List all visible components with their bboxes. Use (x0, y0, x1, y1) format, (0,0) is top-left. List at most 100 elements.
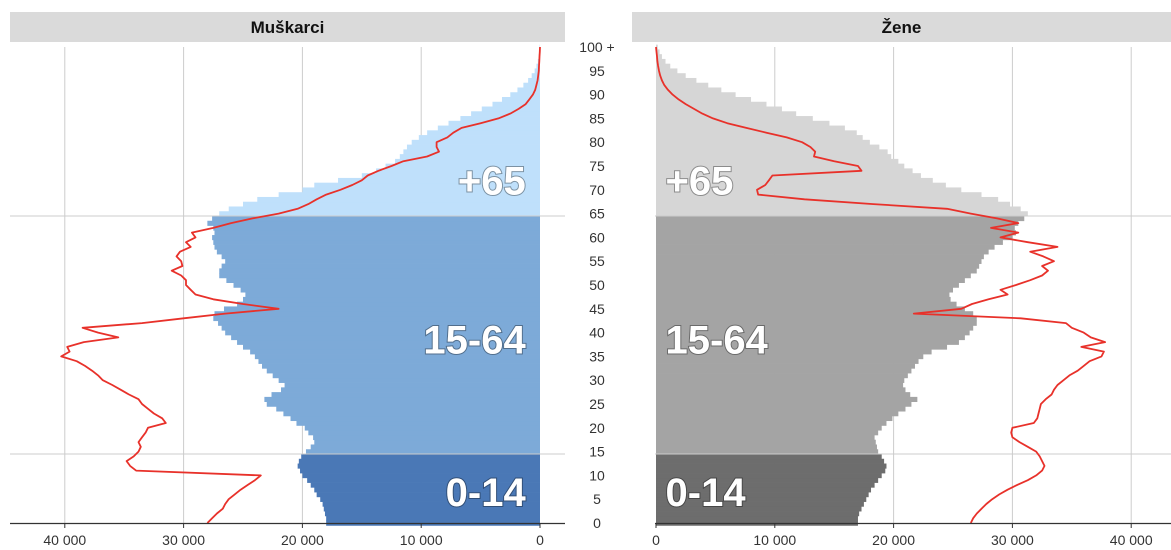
bar (313, 434, 540, 441)
bar (314, 182, 540, 188)
bar (395, 158, 540, 164)
bar (243, 201, 540, 207)
age-group-label: 0-14 (666, 471, 747, 515)
age-tick-label: 20 (589, 420, 605, 436)
bar (221, 325, 540, 331)
age-tick-label: 35 (589, 348, 605, 364)
bar (656, 354, 924, 360)
bar (281, 387, 540, 393)
bar (471, 111, 540, 117)
bar (656, 473, 882, 479)
age-group-label: 0-14 (446, 471, 527, 515)
bar (276, 406, 540, 412)
age-group-label: 15-64 (666, 319, 769, 363)
bar (284, 382, 540, 388)
bar (656, 182, 946, 188)
bar (656, 187, 962, 193)
bar (314, 487, 540, 493)
bar (266, 401, 540, 407)
bar (302, 187, 540, 193)
panel-women: Žene 0-14 15-64 +65 0 10 000 20 000 30 000 40 00… (632, 12, 1171, 548)
x-tick-label: 30 000 (991, 532, 1034, 548)
bar (656, 301, 957, 307)
bar (216, 249, 540, 255)
bar (283, 411, 540, 417)
bar (316, 492, 540, 498)
bar (385, 163, 540, 169)
bar (243, 344, 540, 350)
panel-men: Muškarci 0-14 15-64 +65 0 10 000 20 000 30 000 4… (10, 12, 565, 548)
bar (656, 154, 892, 160)
age-tick-label: 25 (589, 396, 605, 412)
bar (406, 144, 540, 150)
bar (510, 92, 540, 98)
x-tick-label: 20 000 (872, 532, 915, 548)
bar (656, 206, 1021, 212)
bar (310, 444, 540, 450)
bar (278, 192, 540, 198)
bar (219, 211, 541, 217)
bar (656, 220, 1019, 226)
bar (656, 173, 921, 179)
bar (448, 120, 540, 126)
bar (399, 154, 540, 160)
bar (266, 368, 540, 374)
bar (656, 330, 970, 336)
bar (226, 277, 541, 283)
bar (523, 82, 540, 88)
bar (411, 139, 540, 145)
bar (656, 97, 752, 103)
bar (656, 344, 948, 350)
bar (225, 330, 540, 336)
bar (656, 263, 980, 269)
bar (656, 287, 953, 293)
age-tick-label: 80 (589, 134, 605, 150)
age-tick-label: 90 (589, 87, 605, 103)
bar (656, 282, 959, 288)
bar (338, 177, 540, 184)
panel-strip (10, 12, 565, 42)
bar (214, 311, 540, 317)
bar (517, 87, 540, 93)
bar (656, 135, 863, 141)
bar (250, 349, 541, 355)
bar (656, 273, 971, 279)
bar (656, 101, 767, 107)
x-tick-label: 10 000 (753, 532, 796, 548)
age-tick-label: 85 (589, 110, 605, 126)
bar (272, 373, 540, 379)
bar (307, 477, 540, 483)
bar (656, 296, 951, 303)
bar (656, 363, 915, 369)
bar (264, 396, 540, 402)
bar (656, 54, 662, 60)
bar (296, 420, 540, 426)
bar (656, 306, 965, 312)
bar (656, 496, 867, 502)
bar (656, 439, 876, 445)
bar (225, 258, 540, 264)
bar (656, 82, 709, 88)
bar (656, 225, 1015, 231)
x-tick-label: 10 000 (400, 532, 443, 548)
bar (656, 373, 908, 379)
bar (656, 406, 906, 412)
bar (656, 216, 1025, 222)
bar (254, 354, 540, 360)
comparison-line (60, 46, 541, 524)
bar (656, 254, 984, 260)
bar (305, 449, 540, 455)
bar (219, 273, 541, 279)
bar (237, 339, 540, 345)
bar (656, 149, 888, 155)
bar (656, 158, 899, 164)
bar (481, 106, 540, 112)
x-tick-label: 0 (652, 532, 660, 548)
bar (437, 125, 540, 131)
bar (492, 101, 540, 107)
bar (531, 73, 540, 79)
bar (656, 315, 977, 322)
bar (656, 444, 877, 450)
bar (656, 425, 882, 431)
